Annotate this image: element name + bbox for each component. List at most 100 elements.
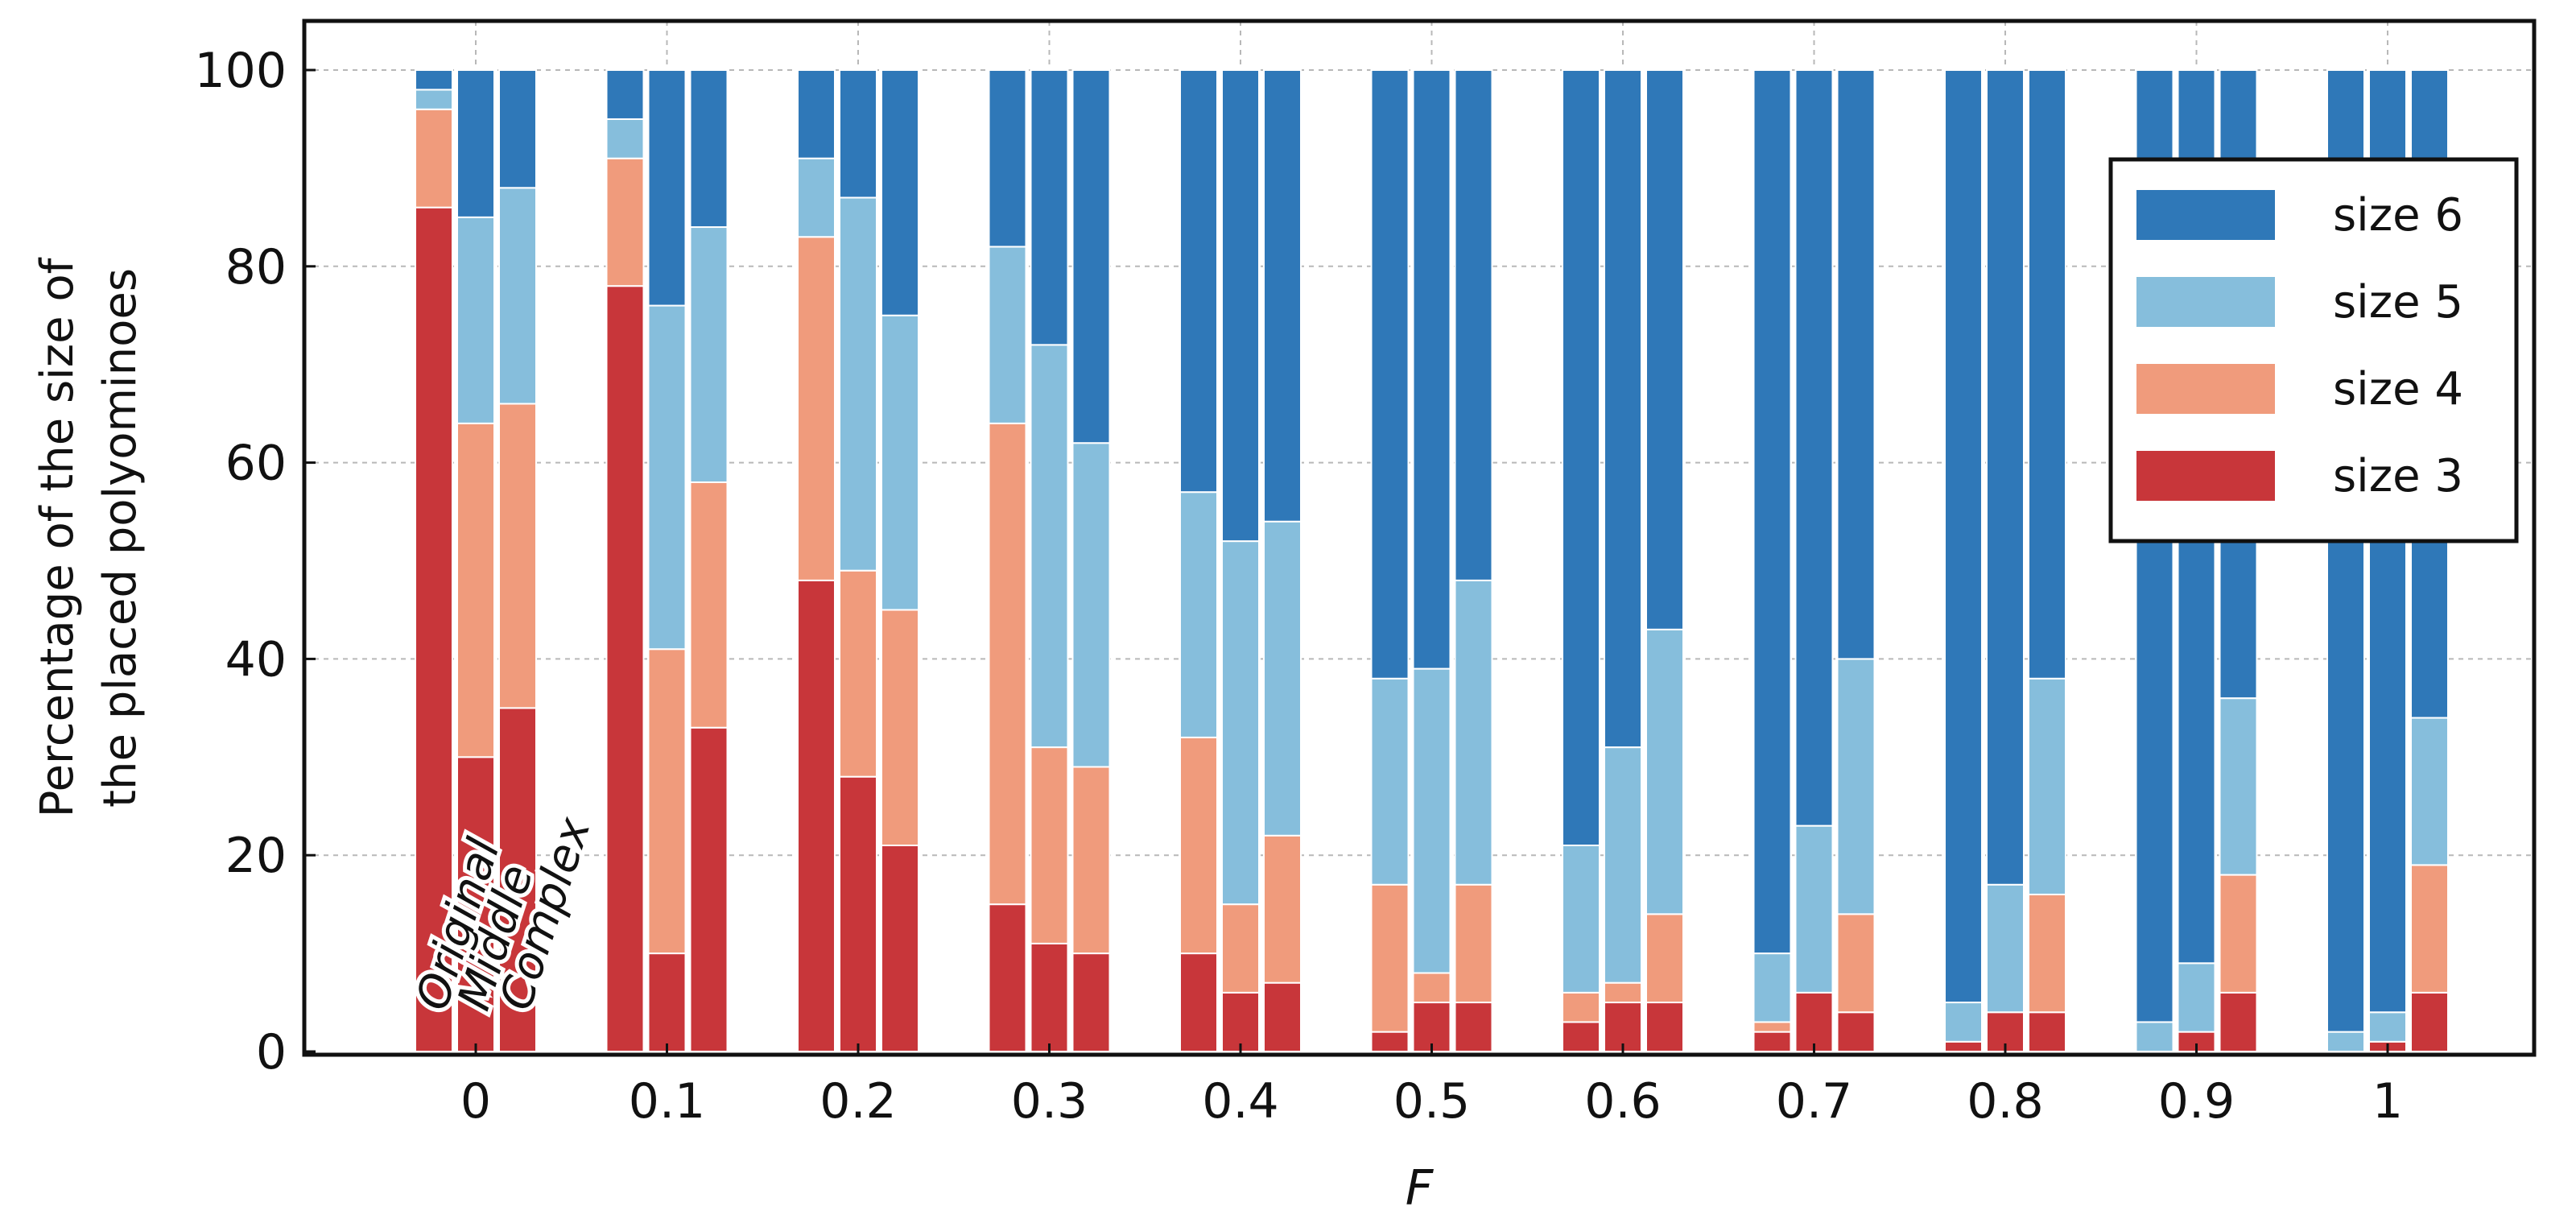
bar-segment-size-4	[456, 422, 495, 758]
bar-segment-size-3	[1562, 1021, 1600, 1053]
bar-segment-size-6	[1604, 69, 1642, 749]
bar-segment-size-3	[456, 756, 495, 1052]
legend-swatch	[2136, 451, 2275, 501]
bar-segment-size-6	[1221, 69, 1260, 543]
y-tick-label: 0	[256, 1024, 287, 1080]
bar-segment-size-5	[1179, 491, 1218, 738]
bar-segment-size-4	[2410, 864, 2449, 994]
bar-segment-size-6	[647, 69, 687, 307]
legend-swatch	[2136, 364, 2275, 414]
bar-segment-size-5	[605, 118, 645, 159]
bar-segment-size-3	[881, 845, 919, 1053]
bar-segment-size-6	[498, 69, 537, 189]
bar-segment-size-3	[1794, 991, 1834, 1052]
bar-segment-size-6	[1412, 69, 1451, 670]
bar-segment-size-4	[1752, 1021, 1792, 1033]
bar-segment-size-4	[647, 648, 687, 955]
bar-segment-size-5	[1944, 1002, 1983, 1043]
bar-segment-size-3	[1263, 981, 1302, 1053]
bar-segment-size-6	[605, 69, 645, 120]
bar-segment-size-6	[456, 69, 495, 218]
bar-segment-size-4	[1412, 972, 1451, 1004]
bar-segment-size-4	[1562, 991, 1600, 1023]
bar-segment-size-4	[415, 108, 453, 209]
bar-segment-size-4	[2028, 893, 2066, 1014]
bar-segment-size-3	[415, 206, 453, 1052]
bar-segment-size-4	[839, 569, 877, 778]
axes-layer	[302, 19, 2537, 1057]
legend-label: size 3	[2333, 450, 2463, 502]
bar-segment-size-5	[1221, 540, 1260, 906]
bar-segment-size-5	[1645, 628, 1684, 915]
bar-segment-size-6	[797, 69, 836, 159]
x-tick-label: 0.4	[1202, 1073, 1278, 1130]
bar-segment-size-5	[1986, 883, 2025, 1014]
legend-label: size 5	[2333, 276, 2463, 328]
y-axis-label: Percentage of the size of the placed poly…	[31, 257, 147, 817]
x-tick-label: 0.2	[819, 1073, 896, 1130]
bar-segment-size-4	[1071, 766, 1111, 955]
bar-segment-size-5	[415, 89, 453, 110]
legend-label: size 6	[2333, 189, 2463, 242]
bar-segment-size-4	[1454, 883, 1493, 1004]
bar-segment-size-5	[1412, 667, 1451, 974]
bar-segment-size-5	[1263, 520, 1302, 837]
bar-segment-size-6	[988, 69, 1027, 248]
bar-segment-size-4	[2219, 874, 2258, 994]
bar-segment-size-3	[1836, 1011, 1876, 1052]
bar-segment-size-6	[1794, 69, 1834, 827]
bar-segment-size-3	[1221, 991, 1260, 1052]
bar-segment-size-5	[647, 304, 687, 651]
bar-segment-size-6	[1263, 69, 1302, 523]
bar-segment-size-5	[2028, 677, 2066, 895]
bar-segment-size-5	[2410, 717, 2449, 866]
x-tick-label: 0.9	[2158, 1073, 2235, 1130]
x-tick-label: 0.8	[1967, 1073, 2043, 1130]
x-tick-label: 0.3	[1011, 1073, 1088, 1130]
bar-segment-size-3	[2410, 991, 2449, 1052]
bar-segment-size-4	[1030, 746, 1069, 944]
bar-segment-size-4	[881, 609, 919, 847]
x-tick-label: 0.6	[1584, 1073, 1661, 1130]
bar-segment-size-6	[1562, 69, 1600, 847]
bar-segment-size-3	[1179, 952, 1218, 1052]
bar-segment-size-5	[1794, 824, 1834, 994]
y-tick-label: 100	[194, 43, 287, 99]
bar-segment-size-5	[1454, 579, 1493, 886]
bar-segment-size-3	[2028, 1011, 2066, 1052]
bar-segment-size-4	[689, 481, 729, 729]
y-axis-label-line: the placed polyominoes	[94, 268, 147, 808]
bar-segment-size-4	[498, 403, 537, 709]
bar-segment-size-4	[797, 236, 836, 581]
bar-segment-size-6	[689, 69, 729, 229]
bar-segment-size-3	[689, 726, 729, 1052]
bar-segment-size-4	[1221, 903, 1260, 994]
bar-segment-size-3	[1370, 1031, 1410, 1052]
bar-segment-size-3	[1454, 1002, 1493, 1053]
bar-segment-size-3	[1071, 952, 1111, 1052]
bar-segment-size-3	[498, 707, 537, 1052]
bar-segment-size-5	[1836, 658, 1876, 915]
bar-segment-size-5	[1071, 442, 1111, 768]
bar-segment-size-3	[839, 775, 877, 1052]
bar-segment-size-6	[1071, 69, 1111, 444]
legend-label: size 4	[2333, 363, 2463, 415]
x-tick-label: 0.7	[1776, 1073, 1852, 1130]
bar-segment-size-5	[1030, 344, 1069, 749]
legend-swatch	[2136, 277, 2275, 327]
bar-segment-size-3	[1944, 1040, 1983, 1053]
bar-segment-size-6	[2028, 69, 2066, 680]
bar-segment-size-5	[689, 226, 729, 483]
bar-segment-size-4	[1263, 834, 1302, 984]
x-tick-label: 0.1	[629, 1073, 705, 1130]
bar-segment-size-3	[605, 285, 645, 1052]
bar-segment-size-5	[1370, 677, 1410, 886]
legend-swatch	[2136, 190, 2275, 240]
bar-segment-size-3	[988, 903, 1027, 1053]
bar-segment-size-4	[1836, 913, 1876, 1014]
bar-segment-size-5	[456, 216, 495, 424]
bar-segment-size-3	[1752, 1031, 1792, 1052]
bar-segment-size-3	[647, 952, 687, 1052]
y-tick-label: 80	[225, 239, 287, 295]
